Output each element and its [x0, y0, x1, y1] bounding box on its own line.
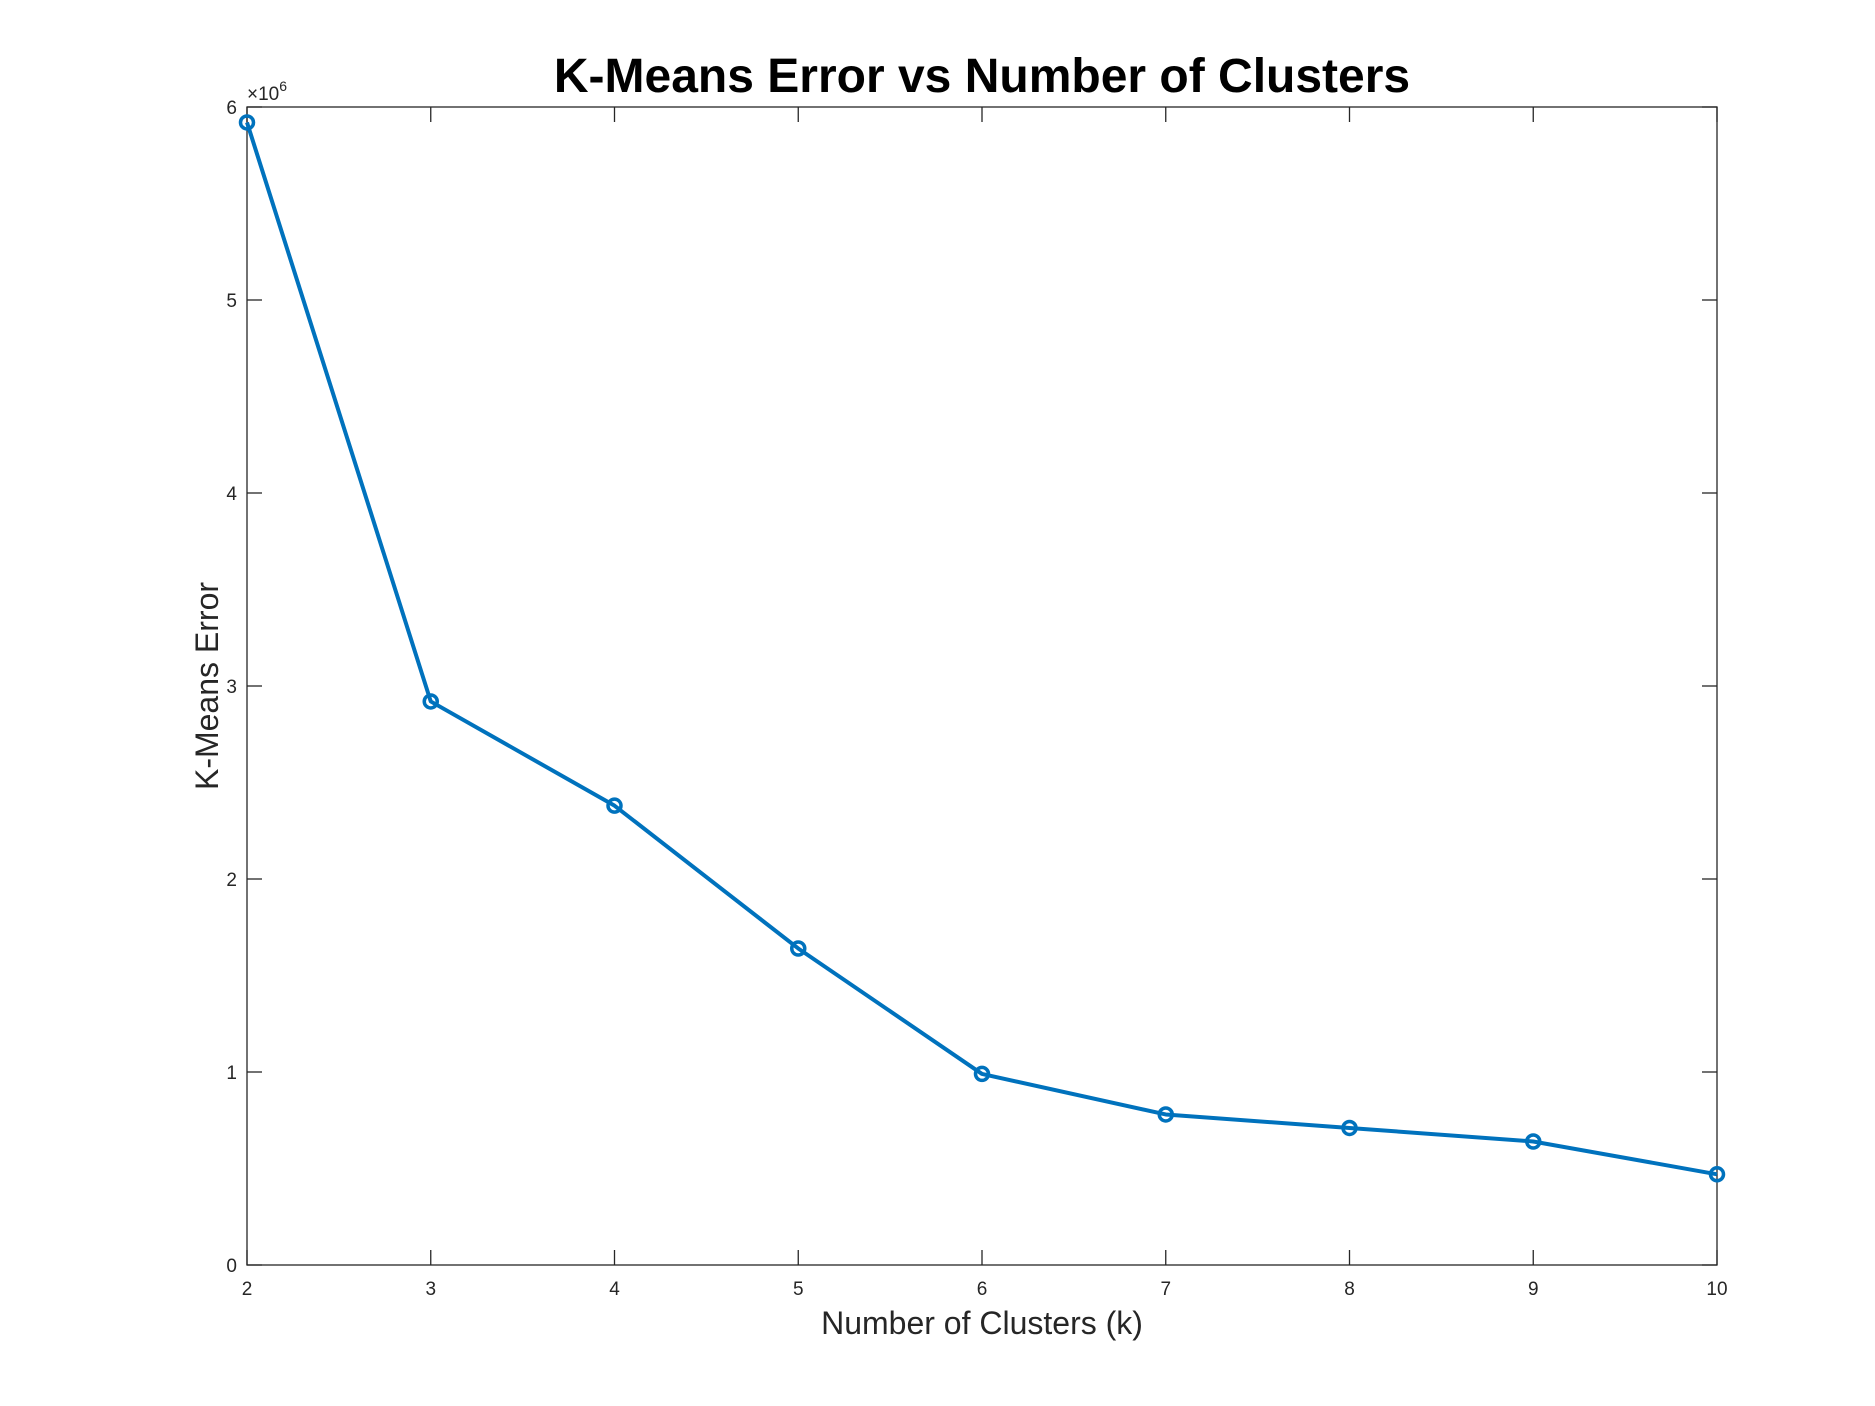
y-axis-exponent: ×106 [247, 78, 287, 105]
data-point-marker [238, 114, 256, 131]
y-tick-label: 2 [226, 870, 237, 891]
x-tick-label: 4 [609, 1279, 620, 1300]
x-axis-label: Number of Clusters (k) [821, 1305, 1143, 1341]
y-tick-label: 4 [226, 484, 237, 505]
data-point-marker [790, 940, 807, 957]
y-axis-exponent-base: ×10 [247, 84, 279, 105]
chart-title: K-Means Error vs Number of Clusters [554, 50, 1410, 103]
y-tick-label: 1 [226, 1063, 237, 1084]
y-axis-exponent-power: 6 [279, 78, 287, 94]
y-tick-label: 6 [226, 98, 237, 119]
x-tick-label: 5 [793, 1279, 804, 1300]
data-point-marker [973, 1065, 991, 1083]
data-point-marker [1157, 1106, 1174, 1123]
data-point-marker [1708, 1166, 1726, 1183]
x-tick-label: 2 [242, 1279, 253, 1300]
y-tick-label: 5 [226, 291, 237, 312]
x-axis: 2 3 4 5 6 7 8 9 10 [242, 107, 1728, 1300]
y-axis-label: K-Means Error [189, 582, 225, 790]
data-point-marker [422, 693, 439, 710]
plot-area [246, 106, 1718, 1266]
y-tick-label: 0 [226, 1256, 237, 1277]
x-tick-label: 7 [1160, 1279, 1171, 1300]
x-tick-label: 6 [977, 1279, 988, 1300]
data-point-marker [606, 797, 623, 814]
x-tick-label: 9 [1528, 1279, 1539, 1300]
y-tick-label: 3 [226, 677, 237, 698]
x-tick-label: 10 [1706, 1279, 1727, 1300]
series-line [245, 121, 1718, 1177]
data-point-marker [1525, 1133, 1542, 1150]
x-tick-label: 3 [425, 1279, 436, 1300]
x-tick-label: 8 [1344, 1279, 1355, 1300]
data-point-marker [1341, 1119, 1358, 1137]
series-group [238, 114, 1726, 1183]
y-axis: 0 1 2 3 4 5 6 [226, 98, 1717, 1277]
